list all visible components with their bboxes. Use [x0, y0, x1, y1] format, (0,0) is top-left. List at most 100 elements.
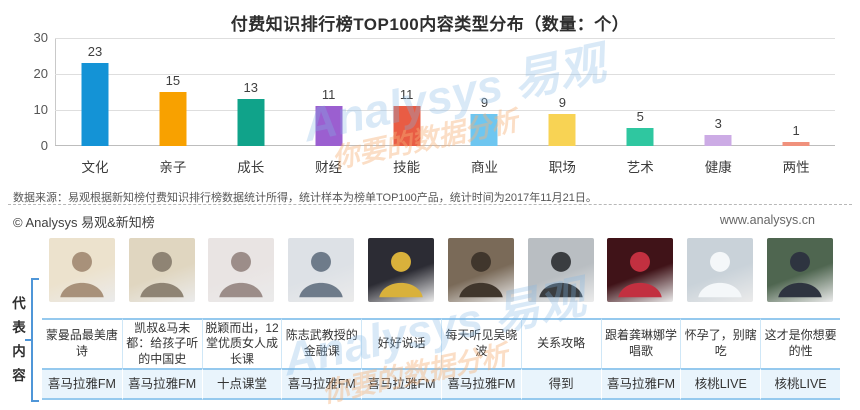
bar-成长	[237, 99, 265, 146]
platform-name: 得到	[520, 368, 601, 400]
content-title: 好好说话	[361, 318, 441, 368]
person-photo-icon	[379, 251, 423, 298]
person-photo-icon	[618, 251, 663, 298]
bar-slot-9: 1	[757, 38, 835, 146]
platform-name: 喜马拉雅FM	[42, 368, 122, 400]
bar-slot-6: 9	[523, 38, 601, 146]
x-tick-两性: 两性	[782, 160, 810, 175]
bar-slot-4: 11	[368, 38, 446, 146]
gridline-30	[55, 38, 835, 39]
content-thumbnail	[128, 238, 195, 302]
bar-value-label: 3	[714, 116, 722, 132]
bar-value-label: 13	[243, 80, 258, 96]
person-photo-icon	[778, 251, 822, 298]
bar-健康	[704, 135, 732, 146]
content-column-7: 跟着龚琳娜学唱歌 喜马拉雅FM	[600, 232, 681, 400]
thumbnail-cell	[680, 232, 760, 318]
data-source-note: 数据来源：易观根据新知榜付费知识排行榜数据统计所得，统计样本为榜单TOP100产…	[13, 192, 597, 204]
person-photo-icon	[139, 251, 184, 298]
bar-技能	[393, 106, 421, 146]
row-label-vertical: 代表内容	[10, 292, 28, 388]
thumbnail-cell	[361, 232, 441, 318]
bar-value-label: 5	[636, 109, 644, 124]
bar-slot-3: 11	[290, 38, 368, 146]
platform-name: 喜马拉雅FM	[440, 368, 521, 400]
bar-value-label: 9	[480, 94, 489, 110]
content-thumbnail	[208, 238, 275, 302]
website-link[interactable]: www.analysys.cn	[719, 213, 815, 227]
bar-slot-7: 5	[601, 38, 679, 146]
person-photo-icon	[219, 251, 264, 298]
bar-value-label: 11	[399, 87, 414, 103]
bar-value-label: 23	[87, 44, 103, 60]
content-column-4: 好好说话 喜马拉雅FM	[361, 232, 441, 400]
thumbnail-cell	[281, 232, 361, 318]
content-thumbnail	[527, 238, 594, 302]
x-tick-商业: 商业	[470, 160, 498, 175]
person-photo-icon	[299, 251, 344, 298]
content-column-1: 凯叔&马未都：给孩子听的中国史 喜马拉雅FM	[121, 232, 202, 400]
content-title: 怀孕了，别瞎吃	[680, 318, 761, 368]
content-column-9: 这才是你想要的性 核桃LIVE	[760, 232, 840, 400]
copyright-label: © Analysys 易观&新知榜	[13, 215, 155, 230]
thumbnail-cell	[42, 232, 122, 318]
y-axis-line	[55, 38, 56, 146]
thumbnail-cell	[441, 232, 521, 318]
x-axis-line	[55, 145, 835, 146]
bar-slot-1: 15	[134, 38, 212, 146]
bar-亲子	[159, 92, 187, 146]
content-title: 跟着龚琳娜学唱歌	[600, 318, 681, 368]
row-label-char: 内	[12, 344, 26, 359]
x-tick-财经: 财经	[315, 160, 343, 175]
row-label-char: 容	[12, 368, 26, 383]
content-title: 每天听见吴晓波	[440, 318, 521, 368]
content-title: 凯叔&马未都：给孩子听的中国史	[121, 318, 202, 368]
bar-文化	[81, 63, 109, 146]
x-tick-职场: 职场	[548, 160, 576, 175]
content-columns: 蒙曼品最美唐诗 喜马拉雅FM 凯叔&马未都：给孩子听的中国史 喜马拉雅FM 脱颖而出，1…	[42, 232, 840, 400]
bar-两性	[782, 142, 810, 146]
x-tick-文化: 文化	[81, 160, 109, 175]
bar-value-label: 9	[558, 94, 566, 110]
person-photo-icon	[459, 251, 503, 298]
row-label-char: 代	[12, 296, 26, 311]
thumbnail-cell	[122, 232, 202, 318]
dashed-divider	[8, 204, 852, 205]
x-tick-艺术: 艺术	[626, 160, 654, 175]
thumbnail-cell	[521, 232, 601, 318]
bar-slot-0: 23	[56, 38, 134, 146]
row-label-char: 表	[12, 320, 26, 335]
person-photo-icon	[698, 251, 743, 298]
x-axis-labels: 文化 亲子 成长 财经 技能 商业 职场 艺术 健康 两性	[56, 156, 835, 176]
bar-商业	[470, 113, 498, 146]
bar-value-label: 1	[792, 123, 800, 139]
y-tick-10: 10	[33, 102, 48, 117]
platform-name: 喜马拉雅FM	[600, 368, 681, 400]
content-column-0: 蒙曼品最美唐诗 喜马拉雅FM	[42, 232, 122, 400]
content-title: 蒙曼品最美唐诗	[42, 318, 122, 368]
platform-name: 十点课堂	[201, 368, 282, 400]
content-title: 关系攻略	[520, 318, 601, 368]
thumbnail-cell	[202, 232, 282, 318]
content-title: 这才是你想要的性	[760, 318, 840, 368]
content-column-3: 陈志武教授的金融课 喜马拉雅FM	[281, 232, 362, 400]
y-tick-0: 0	[40, 138, 48, 153]
content-column-5: 每天听见吴晓波 喜马拉雅FM	[440, 232, 521, 400]
person-photo-icon	[538, 251, 583, 298]
thumbnail-cell	[760, 232, 840, 318]
gridline-10	[55, 110, 835, 111]
platform-name: 喜马拉雅FM	[361, 368, 441, 400]
bar-slot-2: 13	[212, 38, 290, 146]
x-tick-技能: 技能	[393, 160, 421, 175]
bars: 23 15 13 11 11 9 9 5 3 1	[56, 38, 835, 146]
bar-value-label: 15	[165, 73, 181, 88]
content-thumbnail	[368, 238, 435, 302]
bar-职场	[548, 113, 576, 146]
y-tick-20: 20	[33, 66, 48, 81]
representative-content-table: 代表内容 蒙曼品最美唐诗 喜马拉雅FM 凯叔&马未都：给孩子听的中国史 喜马拉雅FM 脱…	[0, 232, 860, 404]
bar-财经	[315, 106, 343, 146]
content-thumbnail	[447, 238, 514, 302]
x-tick-健康: 健康	[704, 160, 732, 175]
content-column-6: 关系攻略 得到	[520, 232, 601, 400]
